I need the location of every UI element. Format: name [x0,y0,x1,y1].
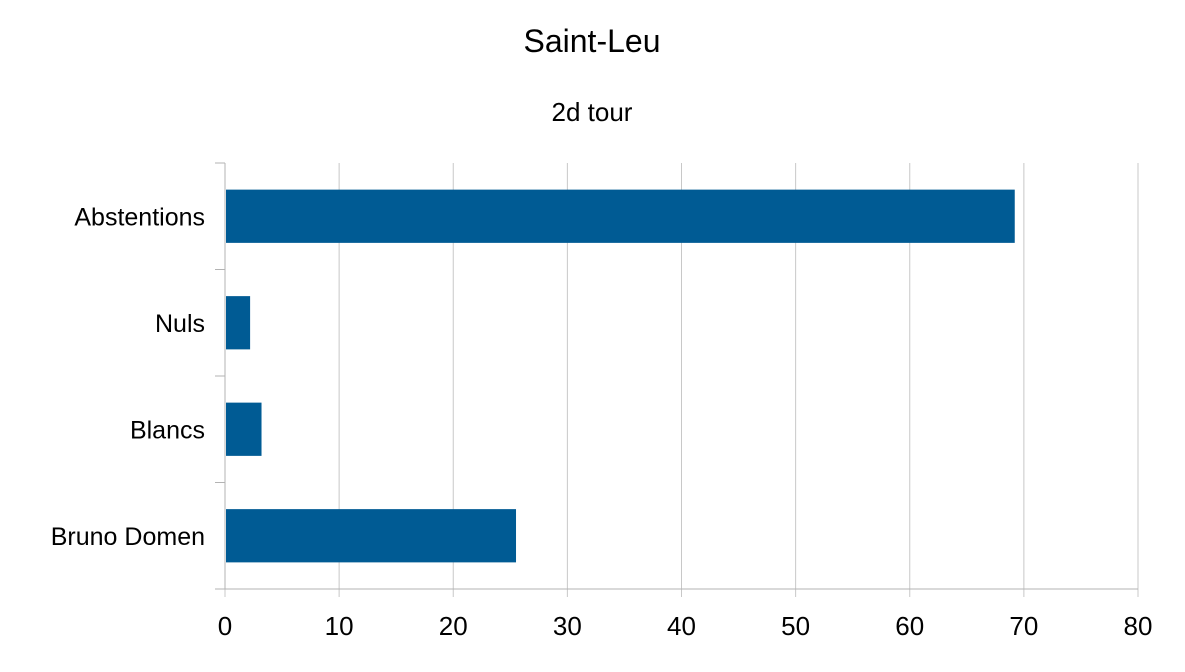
x-tick-label-30: 30 [553,611,582,641]
axes [215,162,1138,590]
category-label-abstentions: Abstentions [74,203,205,231]
bar-abstentions [226,189,1015,243]
x-tick-label-20: 20 [439,611,468,641]
chart-subtitle: 2d tour [552,97,633,127]
x-tick-label-50: 50 [781,611,810,641]
bar-nuls [226,296,251,350]
bar-blancs [226,402,262,456]
category-labels: Abstentions Nuls Blancs Bruno Domen [51,203,205,551]
x-tick-labels: 0 10 20 30 40 50 60 70 80 [218,611,1153,641]
category-label-bruno-domen: Bruno Domen [51,523,205,551]
bars [226,189,1015,563]
x-tick-label-60: 60 [895,611,924,641]
x-tick-label-80: 80 [1124,611,1153,641]
x-tick-label-70: 70 [1009,611,1038,641]
x-tick-label-10: 10 [325,611,354,641]
chart-title: Saint-Leu [524,23,661,59]
bar-bruno-domen [226,509,517,563]
category-label-blancs: Blancs [130,416,205,444]
category-label-nuls: Nuls [155,310,205,338]
x-tick-label-40: 40 [667,611,696,641]
x-tick-label-0: 0 [218,611,232,641]
